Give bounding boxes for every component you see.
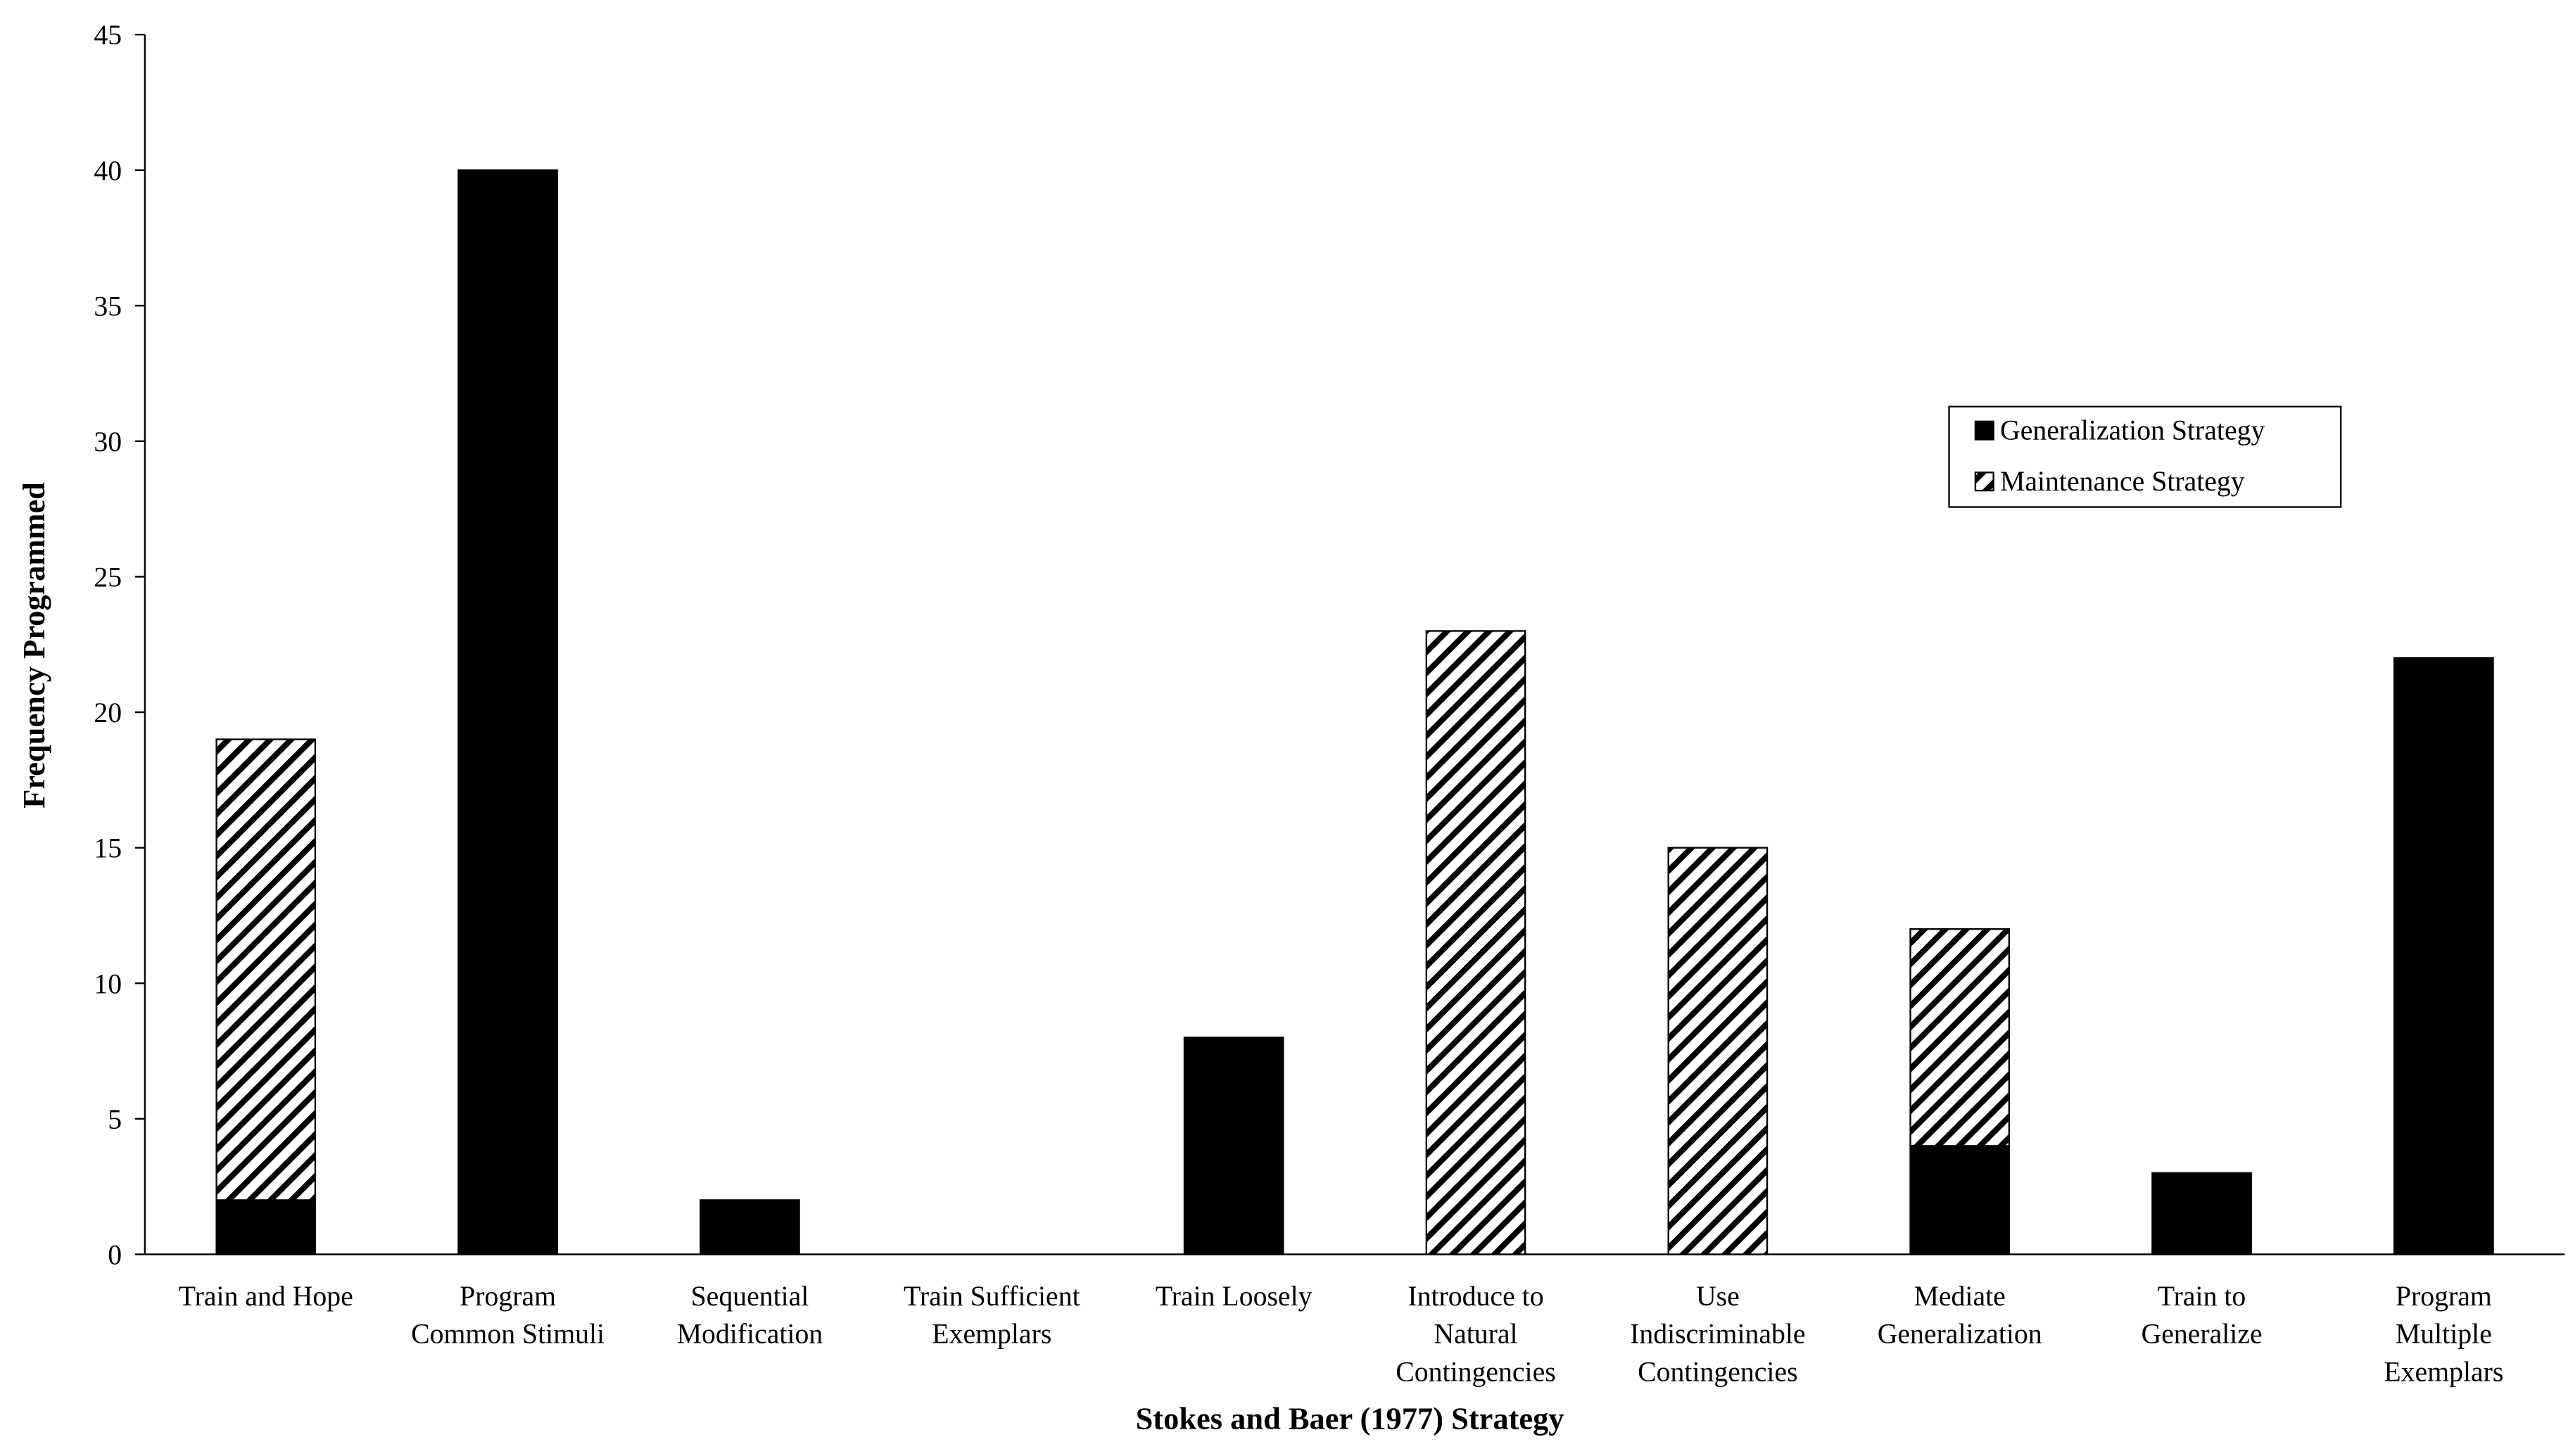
y-tick-label: 45	[94, 20, 122, 51]
bar-segment	[2151, 1172, 2252, 1255]
y-tick-label: 40	[94, 156, 122, 186]
y-tick-label: 0	[108, 1239, 122, 1270]
x-tick-label: Introduce to Natural Contingencies	[1396, 1281, 1555, 1388]
y-tick-label: 10	[94, 968, 122, 999]
bar-segment	[1183, 1037, 1284, 1255]
legend-label: Generalization Strategy	[2000, 415, 2265, 446]
x-tick-label: Train Sufficient Exemplars	[904, 1281, 1080, 1350]
y-tick-label: 15	[94, 833, 122, 864]
x-tick-label: Sequential Modification	[677, 1281, 823, 1350]
x-tick-label: Program Common Stimuli	[411, 1281, 605, 1350]
legend-box	[1948, 405, 2342, 508]
x-tick-label: Train and Hope	[179, 1281, 353, 1312]
bar-segment	[1667, 847, 1769, 1255]
x-tick-label: Mediate Generalization	[1878, 1281, 2042, 1350]
bar-segment	[1909, 1145, 2011, 1255]
y-tick-label: 30	[94, 426, 122, 457]
bar-segment	[1909, 928, 2011, 1147]
y-tick-label: 35	[94, 291, 122, 322]
x-tick-label: Program Multiple Exemplars	[2384, 1281, 2503, 1388]
x-tick-label: Use Indiscriminable Contingencies	[1630, 1281, 1805, 1388]
bar-segment	[700, 1199, 800, 1255]
x-tick-label: Train to Generalize	[2141, 1281, 2262, 1350]
bar-segment	[457, 169, 558, 1255]
legend-label: Maintenance Strategy	[2000, 466, 2245, 497]
bar-segment	[1425, 630, 1526, 1255]
y-tick-label: 25	[94, 562, 122, 593]
legend-swatch	[1974, 420, 1994, 441]
x-axis-title: Stokes and Baer (1977) Strategy	[1136, 1400, 1564, 1436]
bar-segment	[215, 1199, 317, 1255]
y-tick-label: 20	[94, 697, 122, 728]
x-tick-label: Train Loosely	[1156, 1281, 1313, 1312]
y-axis-title: Frequency Programmed	[16, 482, 51, 809]
bar-segment	[215, 738, 317, 1201]
legend-swatch	[1974, 471, 1994, 492]
bar-segment	[2393, 657, 2494, 1255]
y-tick-label: 5	[108, 1104, 122, 1135]
